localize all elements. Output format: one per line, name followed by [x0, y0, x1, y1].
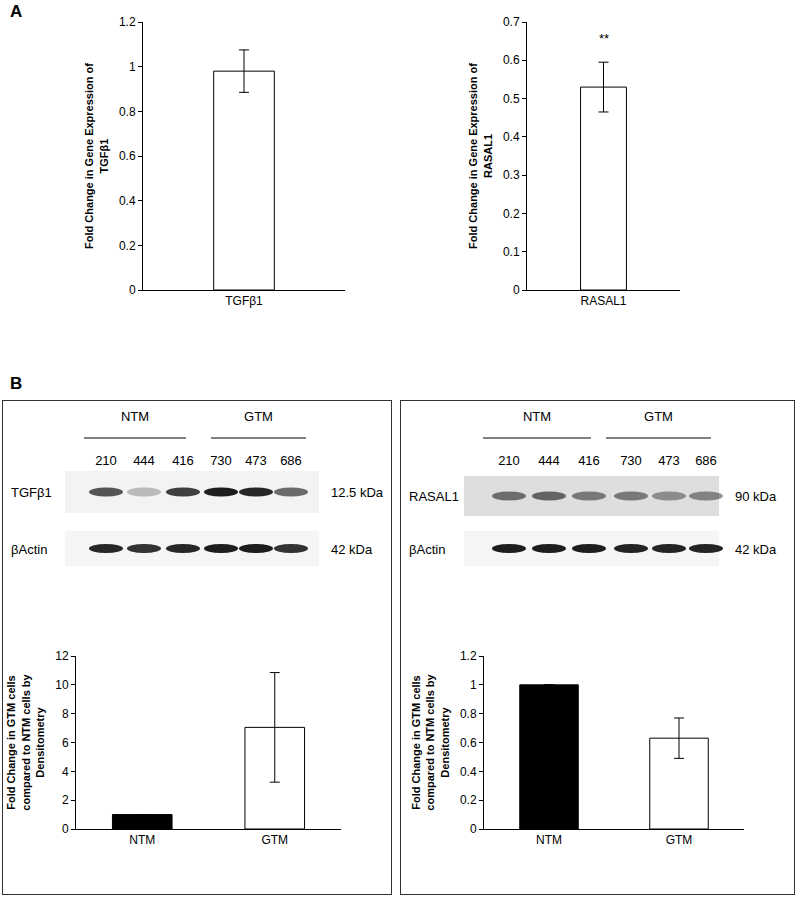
svg-text:0.2: 0.2	[460, 793, 477, 807]
svg-text:90 kDa: 90 kDa	[735, 489, 777, 504]
svg-text:0.4: 0.4	[119, 194, 136, 208]
svg-text:444: 444	[538, 453, 560, 468]
svg-text:473: 473	[245, 453, 267, 468]
svg-text:416: 416	[578, 453, 600, 468]
svg-text:0.5: 0.5	[503, 92, 520, 106]
svg-text:GTM: GTM	[666, 833, 693, 847]
svg-text:1.2: 1.2	[460, 649, 477, 663]
svg-text:730: 730	[620, 453, 642, 468]
svg-text:βActin: βActin	[409, 542, 445, 557]
svg-text:12.5 kDa: 12.5 kDa	[331, 485, 384, 500]
svg-text:GTM: GTM	[244, 409, 273, 424]
svg-text:NTM: NTM	[129, 833, 155, 847]
svg-text:1.2: 1.2	[119, 15, 136, 29]
svg-text:NTM: NTM	[523, 409, 551, 424]
svg-text:0.8: 0.8	[119, 105, 136, 119]
svg-text:210: 210	[498, 453, 520, 468]
svg-text:8: 8	[62, 707, 69, 721]
svg-text:42 kDa: 42 kDa	[735, 542, 777, 557]
svg-text:0.7: 0.7	[503, 15, 520, 29]
svg-text:686: 686	[695, 453, 717, 468]
svg-text:730: 730	[210, 453, 232, 468]
svg-text:4: 4	[62, 765, 69, 779]
svg-text:Fold Change in Gene Expression: Fold Change in Gene Expression ofRASAL1	[467, 63, 493, 249]
svg-text:210: 210	[95, 453, 117, 468]
svg-text:0: 0	[62, 822, 69, 836]
svg-text:0.6: 0.6	[119, 149, 136, 163]
svg-text:0.6: 0.6	[503, 53, 520, 67]
svg-text:416: 416	[172, 453, 194, 468]
svg-text:0: 0	[470, 822, 477, 836]
svg-text:Fold Change in GTM cellscompar: Fold Change in GTM cellscompared to NTM …	[410, 673, 451, 810]
svg-text:Fold Change in Gene Expression: Fold Change in Gene Expression ofTGFβ1	[83, 63, 109, 249]
svg-text:Fold Change in GTM cellscompar: Fold Change in GTM cellscompared to NTM …	[5, 673, 46, 810]
html-text:B: B	[10, 374, 23, 393]
svg-text:NTM: NTM	[121, 409, 149, 424]
svg-text:GTM: GTM	[644, 409, 673, 424]
svg-text:12: 12	[55, 649, 69, 663]
html-text:A: A	[10, 2, 23, 21]
svg-text:10: 10	[55, 678, 69, 692]
svg-text:42 kDa: 42 kDa	[331, 542, 373, 557]
svg-text:686: 686	[280, 453, 302, 468]
svg-text:0.4: 0.4	[460, 765, 477, 779]
svg-text:0: 0	[513, 283, 520, 297]
svg-text:473: 473	[658, 453, 680, 468]
svg-text:RASAL1: RASAL1	[580, 294, 626, 308]
svg-text:0.4: 0.4	[503, 130, 520, 144]
svg-text:444: 444	[133, 453, 155, 468]
svg-text:0.6: 0.6	[460, 736, 477, 750]
svg-text:βActin: βActin	[11, 542, 47, 557]
svg-text:0.2: 0.2	[503, 207, 520, 221]
svg-text:NTM: NTM	[536, 833, 562, 847]
svg-text:6: 6	[62, 736, 69, 750]
svg-text:0: 0	[129, 283, 136, 297]
svg-text:1: 1	[470, 678, 477, 692]
svg-text:GTM: GTM	[261, 833, 288, 847]
svg-text:0.1: 0.1	[503, 245, 520, 259]
svg-text:0.2: 0.2	[119, 239, 136, 253]
svg-text:**: **	[599, 31, 609, 46]
svg-text:RASAL1: RASAL1	[409, 489, 459, 504]
svg-text:0.8: 0.8	[460, 707, 477, 721]
svg-text:2: 2	[62, 793, 69, 807]
svg-text:0.3: 0.3	[503, 168, 520, 182]
svg-text:1: 1	[129, 60, 136, 74]
svg-text:TGFβ1: TGFβ1	[11, 485, 52, 500]
svg-text:TGFβ1: TGFβ1	[225, 294, 263, 308]
